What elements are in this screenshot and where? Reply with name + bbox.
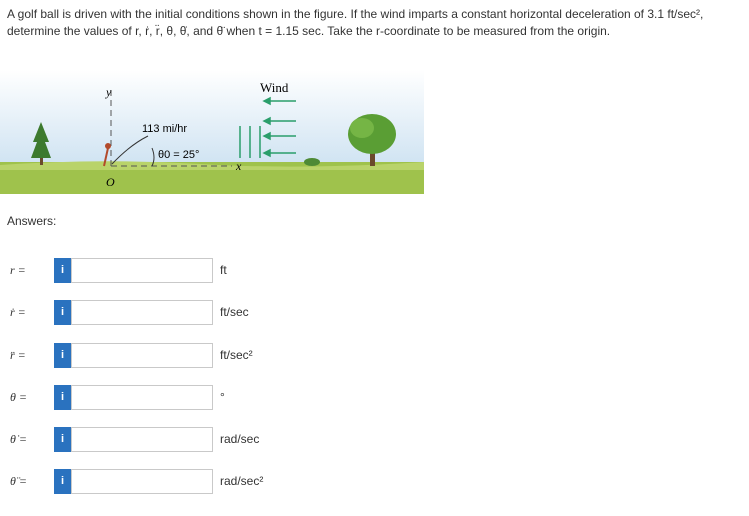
variable-label: r̈ = — [10, 348, 26, 362]
unit-label: ft — [220, 263, 227, 277]
answer-row: r̈ = i ft/sec² — [0, 343, 400, 369]
answer-row: ṙ = i ft/sec — [0, 300, 400, 326]
y-axis-label: y — [105, 85, 112, 99]
unit-label: rad/sec² — [220, 474, 264, 488]
answers-label: Answers: — [7, 214, 57, 228]
figure: y x O 113 mi/hr θ0 = 25° Wind — [0, 70, 424, 194]
answer-input[interactable] — [71, 427, 213, 452]
answer-input[interactable] — [71, 258, 213, 283]
info-button[interactable]: i — [54, 385, 71, 410]
info-button[interactable]: i — [54, 343, 71, 368]
answer-row: θ = i ° — [0, 385, 400, 411]
wind-label: Wind — [260, 80, 289, 95]
answer-input[interactable] — [71, 300, 213, 325]
unit-label: ° — [220, 390, 225, 404]
sky — [0, 70, 424, 166]
unit-label: ft/sec — [220, 305, 249, 319]
angle-label: θ0 = 25° — [158, 149, 199, 161]
answer-row: θ̇ = i rad/sec — [0, 427, 400, 453]
x-axis-label: x — [235, 159, 242, 173]
angle-arc — [151, 147, 155, 167]
pine-tree — [31, 122, 51, 165]
answer-input[interactable] — [71, 343, 213, 368]
variable-label: r = — [10, 263, 26, 277]
origin-label: O — [106, 175, 115, 189]
bush — [304, 158, 320, 166]
variable-label: ṙ = — [10, 305, 26, 319]
unit-label: ft/sec² — [220, 348, 253, 362]
answer-input[interactable] — [71, 469, 213, 494]
oak-tree — [348, 114, 396, 166]
answer-input[interactable] — [71, 385, 213, 410]
answer-row: r = i ft — [0, 258, 400, 284]
info-button[interactable]: i — [54, 258, 71, 283]
speed-label: 113 mi/hr — [142, 123, 187, 135]
answer-row: θ̈ = i rad/sec² — [0, 469, 400, 495]
velocity-vector — [111, 135, 149, 165]
variable-label: θ = — [10, 390, 27, 404]
info-button[interactable]: i — [54, 300, 71, 325]
variable-label: θ̇ = — [10, 432, 27, 446]
golfer — [103, 143, 111, 167]
question-text: A golf ball is driven with the initial c… — [7, 7, 704, 38]
variable-label: θ̈ = — [10, 474, 27, 488]
wind-arrows — [239, 96, 296, 158]
info-button[interactable]: i — [54, 427, 71, 452]
info-button[interactable]: i — [54, 469, 71, 494]
unit-label: rad/sec — [220, 432, 260, 446]
